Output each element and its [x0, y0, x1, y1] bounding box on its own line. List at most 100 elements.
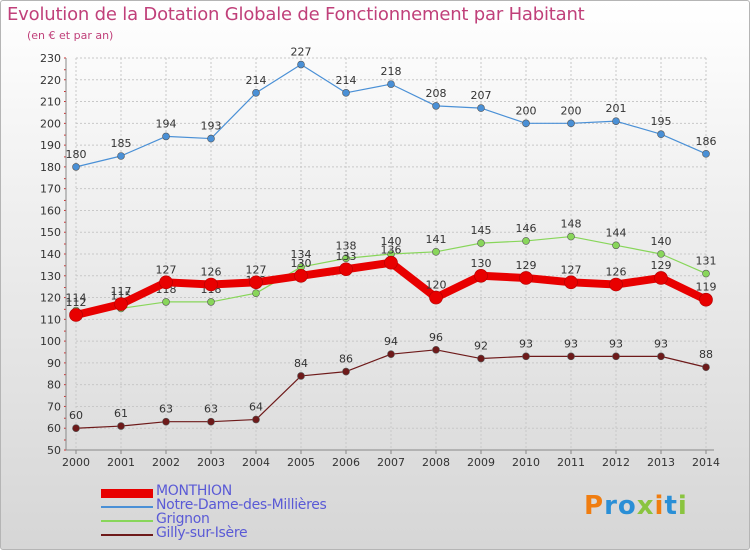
y-tick-label: 190: [40, 139, 61, 152]
logo-i1: i: [654, 491, 665, 521]
y-tick-label: 60: [47, 422, 61, 435]
data-point: [207, 298, 215, 306]
data-label: 140: [651, 235, 672, 248]
data-point: [159, 275, 173, 290]
y-tick-label: 200: [40, 117, 61, 130]
data-point: [474, 268, 488, 283]
data-label: 194: [156, 117, 177, 130]
data-point: [612, 241, 620, 250]
y-tick-label: 170: [40, 183, 61, 196]
data-label: 214: [246, 74, 267, 87]
legend-item: Gilly-sur-Isère: [101, 525, 401, 543]
data-point: [432, 102, 440, 110]
data-point: [204, 277, 218, 292]
data-point: [342, 254, 350, 263]
data-point: [339, 262, 353, 277]
x-tick-label: 2007: [377, 456, 405, 469]
data-point: [252, 289, 260, 298]
data-point: [519, 271, 533, 285]
x-tick-label: 2000: [62, 456, 90, 469]
y-tick-label: 220: [40, 74, 61, 87]
data-label: 96: [429, 331, 443, 344]
data-label: 130: [291, 257, 312, 270]
data-point: [429, 290, 443, 305]
x-tick-label: 2001: [107, 456, 135, 469]
data-label: 138: [336, 239, 357, 252]
data-point: [117, 422, 125, 430]
logo-i2: i: [677, 491, 688, 521]
data-label: 193: [201, 120, 222, 133]
data-point: [252, 415, 260, 424]
data-label: 201: [606, 102, 627, 115]
data-label: 119: [696, 281, 717, 294]
data-point: [162, 132, 170, 141]
x-tick-label: 2013: [647, 456, 675, 469]
x-tick-label: 2002: [152, 456, 180, 469]
data-point: [72, 424, 80, 433]
data-label: 86: [339, 353, 353, 366]
data-label: 93: [609, 337, 623, 350]
data-label: 146: [516, 222, 537, 235]
y-tick-label: 70: [47, 400, 61, 413]
chart-title: Evolution de la Dotation Globale de Fonc…: [7, 4, 585, 25]
data-label: 148: [561, 218, 582, 231]
y-tick-label: 130: [40, 270, 61, 283]
y-tick-label: 210: [40, 96, 61, 109]
x-tick-label: 2008: [422, 456, 450, 469]
series-notre-dame-des-milli-res: 180 185 194 193 214 227 214 218 208 207 200 200 201 1…: [66, 46, 717, 171]
data-label: 208: [426, 87, 447, 100]
data-point: [612, 352, 620, 361]
data-point: [162, 298, 170, 306]
data-point: [567, 232, 575, 241]
x-tick-label: 2005: [287, 456, 315, 469]
data-label: 141: [426, 233, 447, 246]
y-tick-label: 80: [47, 379, 61, 392]
data-label: 133: [336, 250, 357, 263]
y-tick-label: 180: [40, 161, 61, 174]
y-tick-label: 120: [40, 292, 61, 305]
data-point: [657, 352, 665, 361]
data-point: [432, 346, 440, 354]
data-label: 218: [381, 65, 402, 78]
x-tick-label: 2014: [692, 456, 720, 469]
x-tick-label: 2006: [332, 456, 360, 469]
data-label: 195: [651, 115, 672, 128]
data-label: 63: [159, 403, 173, 416]
data-point: [384, 255, 398, 270]
data-point: [522, 352, 530, 361]
data-point: [432, 248, 440, 256]
data-point: [297, 60, 305, 69]
legend-label: Gilly-sur-Isère: [156, 525, 248, 541]
data-label: 180: [66, 148, 87, 161]
logo-t: t: [664, 491, 678, 521]
logo-x: x: [636, 491, 655, 521]
data-point: [702, 150, 710, 158]
y-tick-label: 110: [40, 313, 61, 326]
data-label: 185: [111, 137, 132, 150]
series-line: [75, 349, 707, 429]
x-tick-label: 2003: [197, 456, 225, 469]
legend-item: Notre-Dame-des-Millières: [101, 497, 401, 515]
data-label: 84: [294, 357, 308, 370]
data-point: [522, 237, 530, 245]
x-tick-label: 2009: [467, 456, 495, 469]
logo-p: P: [584, 491, 605, 521]
data-label: 92: [474, 340, 488, 353]
logo-o: o: [617, 491, 637, 521]
data-point: [567, 352, 575, 361]
data-label: 186: [696, 135, 717, 148]
data-point: [162, 417, 170, 426]
data-point: [72, 163, 80, 171]
logo-r: r: [604, 491, 618, 521]
data-label: 61: [114, 407, 128, 420]
data-label: 227: [291, 46, 312, 59]
data-label: 134: [291, 248, 312, 261]
data-point: [117, 152, 125, 160]
data-label: 130: [471, 257, 492, 270]
data-point: [252, 89, 260, 97]
data-point: [69, 308, 83, 322]
data-point: [702, 269, 710, 278]
data-point: [207, 417, 215, 426]
